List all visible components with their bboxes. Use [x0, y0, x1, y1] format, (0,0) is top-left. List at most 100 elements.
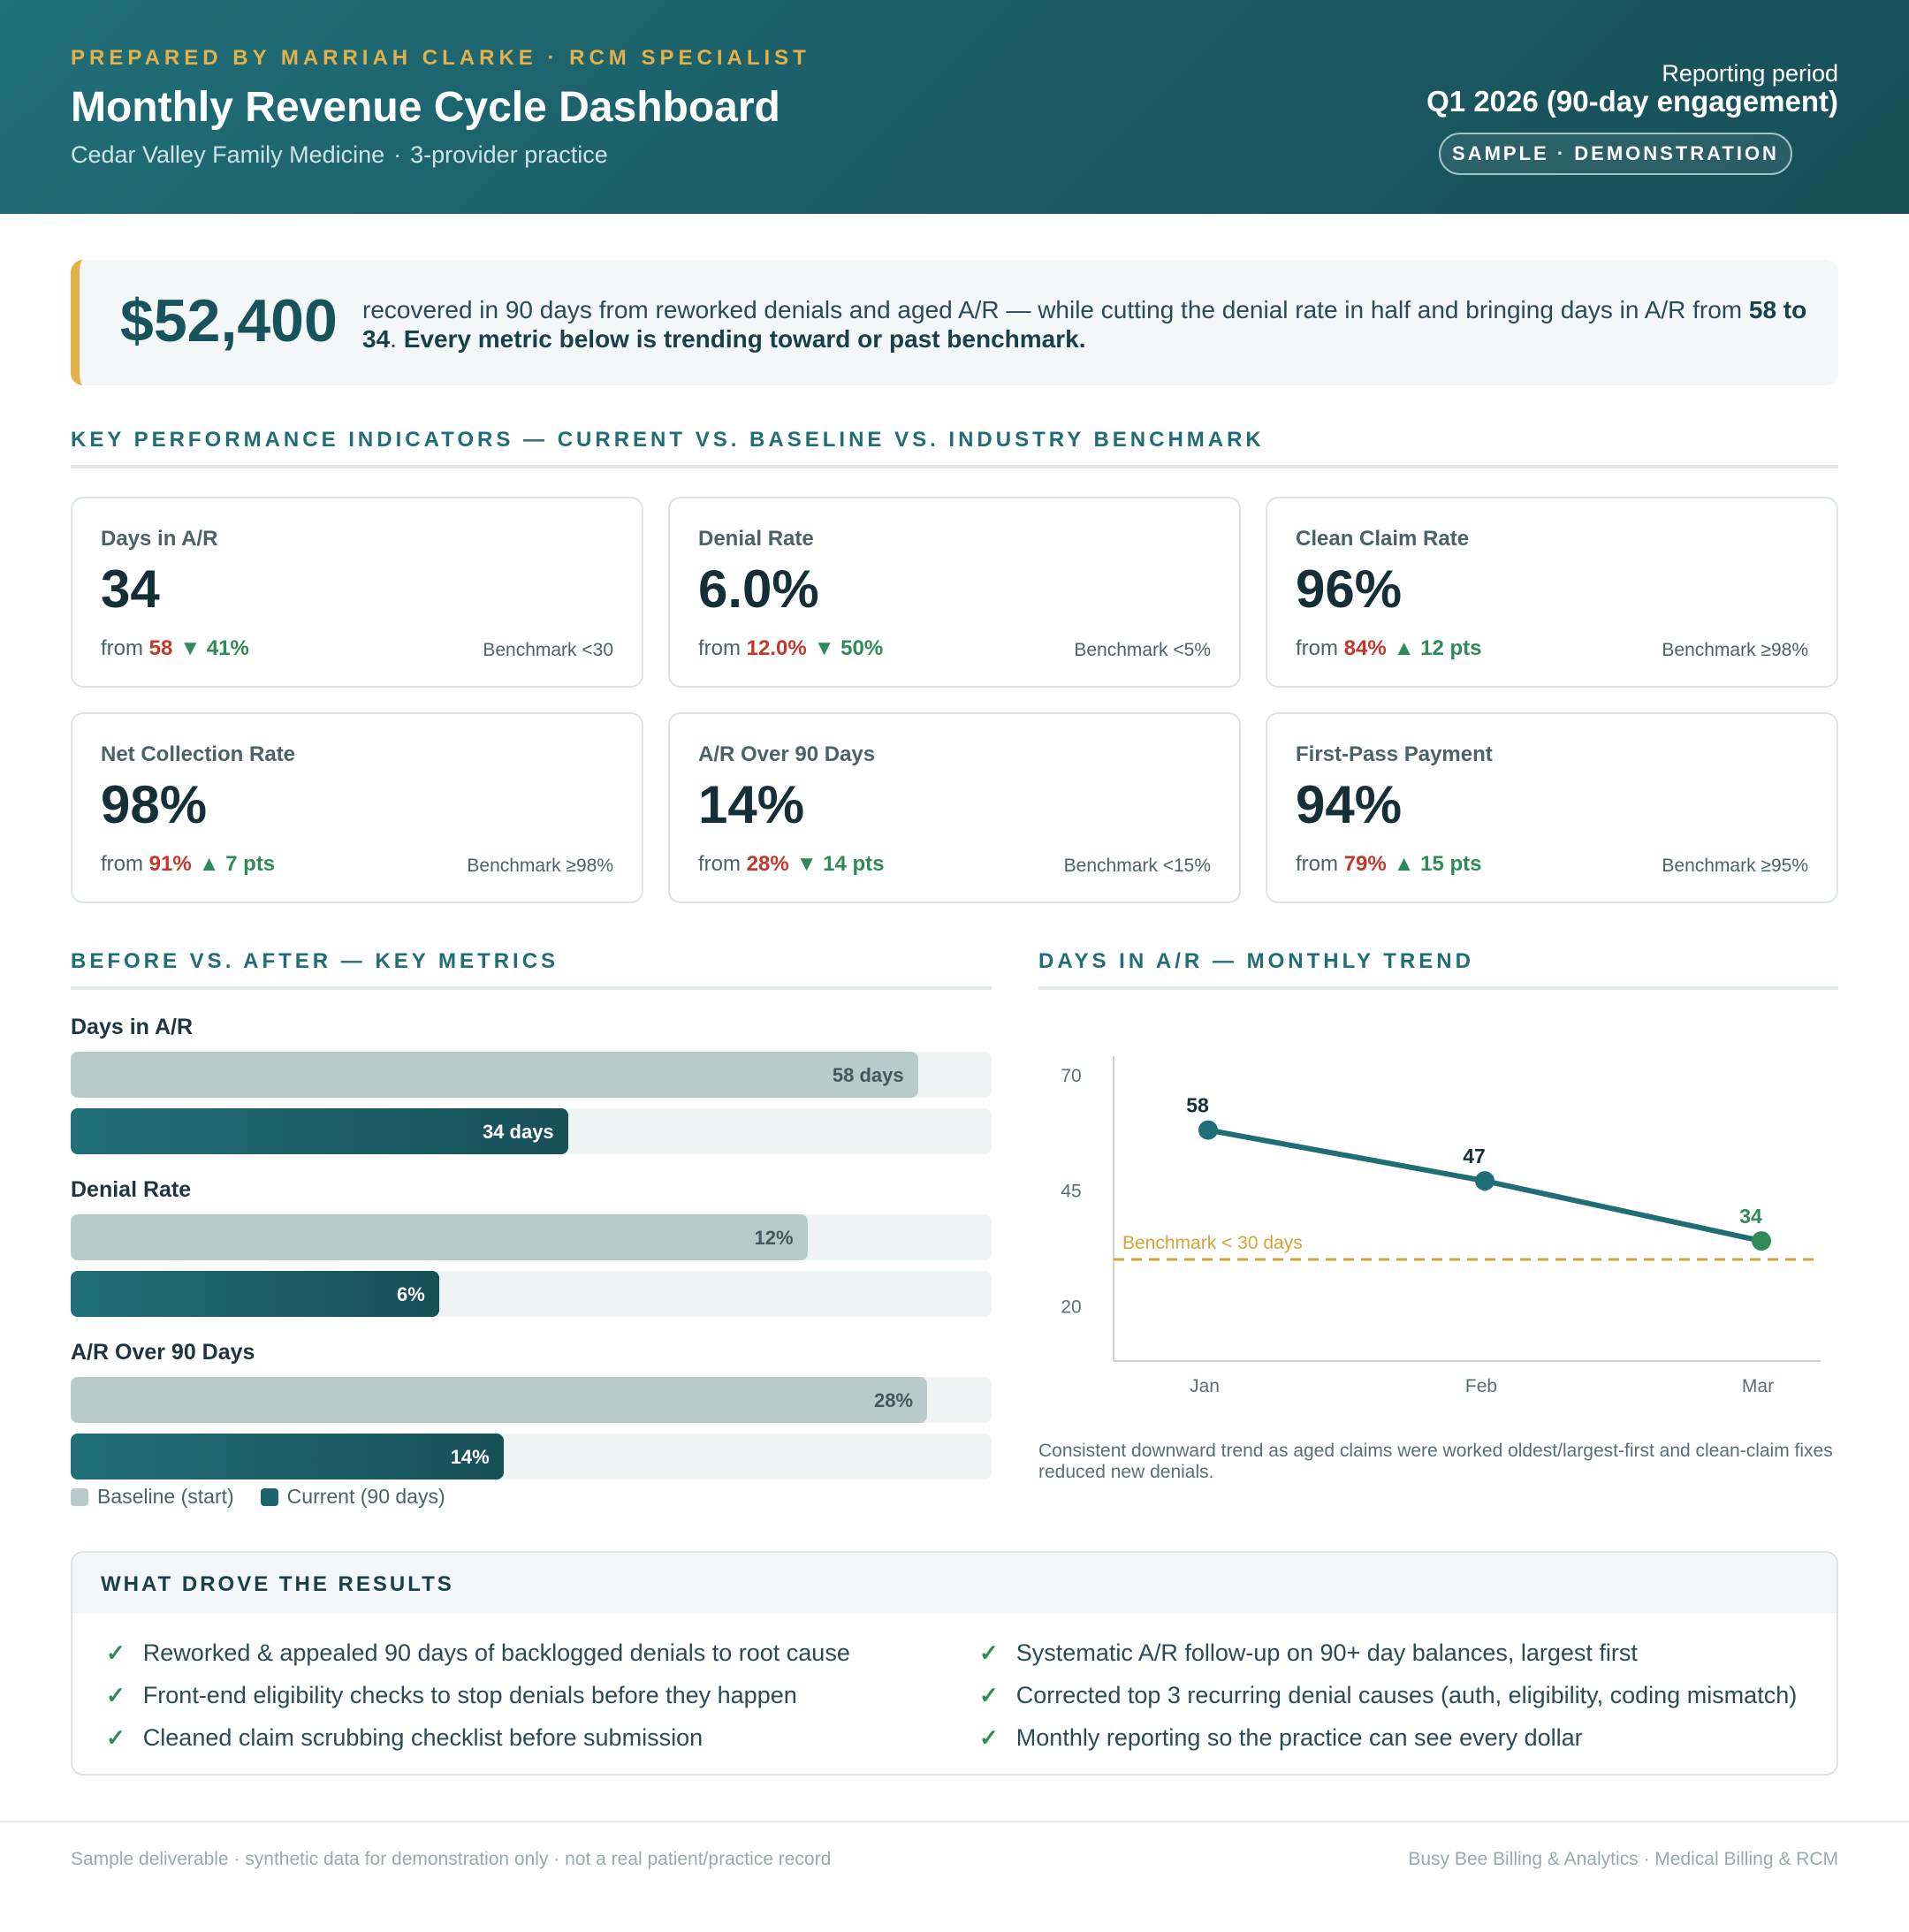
kpi-from-label: from	[1296, 852, 1338, 876]
kpi-baseline: 12.0%	[746, 636, 807, 660]
data-label: 58	[1186, 1094, 1209, 1117]
hero-from-value: 58	[1748, 296, 1777, 323]
subtitle-separator: ·	[393, 141, 402, 168]
kpi-delta: ▼ 14 pts	[795, 852, 885, 876]
kpi-value: 98%	[101, 775, 208, 834]
kpi-change: from 12.0% ▼ 50%	[698, 636, 883, 661]
legend-current: Current (90 days)	[260, 1485, 445, 1509]
driver-text: Reworked & appealed 90 days of backlogge…	[142, 1639, 850, 1666]
kpi-from-label: from	[101, 636, 143, 660]
kpi-benchmark: Benchmark ≥98%	[1662, 640, 1808, 660]
practice-name: Cedar Valley Family Medicine	[71, 141, 385, 168]
practice-subtitle: Cedar Valley Family Medicine · 3-provider …	[71, 141, 608, 169]
kpi-baseline: 91%	[148, 852, 192, 876]
driver-text: Corrected top 3 recurring denial causes …	[1015, 1682, 1798, 1708]
page-title: Monthly Revenue Cycle Dashboard	[71, 84, 780, 131]
kpi-label: Clean Claim Rate	[1296, 527, 1470, 551]
kpi-from-label: from	[1296, 636, 1338, 660]
check-icon: ✓	[979, 1682, 999, 1708]
days-in-ar-trend-chart: 70 45 20 Jan Feb Mar Benchmark < 30 days 58 47 34	[1061, 1056, 1821, 1396]
x-tick-label: Mar	[1742, 1376, 1774, 1396]
prepared-by: PREPARED BY MARRIAH CLARKE · RCM SPECIAL…	[71, 46, 810, 70]
footer-brand: Busy Bee Billing & Analytics · Medical B…	[1408, 1849, 1838, 1869]
bar-baseline: 12%	[71, 1214, 808, 1260]
kpi-benchmark: Benchmark <30	[483, 640, 613, 660]
data-point	[1752, 1231, 1771, 1251]
kpi-baseline: 58	[148, 636, 173, 660]
driver-item: ✓ Monthly reporting so the practice can s…	[979, 1724, 1583, 1752]
driver-text: Front-end eligibility checks to stop den…	[142, 1682, 797, 1708]
kpi-value: 34	[101, 559, 160, 619]
reporting-period-value: Q1 2026 (90-day engagement)	[1426, 85, 1838, 118]
kpi-change: from 58 ▼ 41%	[101, 636, 249, 661]
kpi-benchmark: Benchmark ≥95%	[1662, 856, 1808, 876]
legend-swatch-current	[260, 1487, 278, 1506]
reporting-period-label: Reporting period	[1662, 60, 1838, 87]
data-point	[1198, 1120, 1218, 1140]
kpi-label: Net Collection Rate	[101, 742, 296, 766]
y-tick-label: 45	[1061, 1182, 1081, 1202]
bar-baseline-value: 58 days	[832, 1064, 904, 1086]
bar-current: 34 days	[71, 1108, 568, 1154]
hero-text-to: to	[1776, 296, 1807, 323]
check-icon: ✓	[979, 1724, 999, 1751]
drivers-panel: WHAT DROVE THE RESULTS ✓ Reworked & appea…	[71, 1551, 1838, 1776]
recovered-amount: $52,400	[120, 287, 338, 354]
hero-text-part: .	[390, 325, 404, 353]
kpi-change: from 79% ▲ 15 pts	[1296, 852, 1482, 877]
data-point	[1475, 1171, 1494, 1191]
hero-text: recovered in 90 days from reworked denia…	[362, 295, 1821, 354]
bar-group-label: A/R Over 90 Days	[71, 1340, 255, 1365]
bar-current: 14%	[71, 1434, 504, 1479]
legend-current-label: Current (90 days)	[286, 1485, 445, 1508]
kpi-benchmark: Benchmark <15%	[1063, 856, 1211, 876]
legend-baseline-label: Baseline (start)	[97, 1485, 234, 1508]
bar-current: 6%	[71, 1271, 439, 1317]
kpi-baseline: 79%	[1343, 852, 1387, 876]
kpi-delta: ▼ 41%	[179, 636, 249, 660]
bar-current-value: 34 days	[482, 1121, 554, 1143]
driver-item: ✓ Reworked & appealed 90 days of backlogg…	[106, 1639, 850, 1667]
kpi-card: First-Pass Payment 94% from 79% ▲ 15 pts Ben…	[1266, 712, 1838, 903]
data-label: 47	[1463, 1145, 1486, 1168]
kpi-card: Denial Rate 6.0% from 12.0% ▼ 50% Benchmark …	[668, 497, 1241, 688]
kpi-baseline: 28%	[746, 852, 789, 876]
kpi-label: A/R Over 90 Days	[698, 742, 876, 766]
legend-baseline: Baseline (start)	[71, 1485, 234, 1509]
check-icon: ✓	[106, 1682, 125, 1708]
bar-track-baseline: 12%	[71, 1214, 992, 1260]
hero-text-part: recovered in 90 days from reworked denia…	[362, 296, 1749, 323]
x-tick-label: Jan	[1190, 1376, 1220, 1396]
kpi-label: First-Pass Payment	[1296, 742, 1493, 766]
kpi-delta: ▲ 12 pts	[1393, 636, 1482, 660]
bar-baseline: 58 days	[71, 1052, 918, 1098]
hero-to-value: 34	[362, 325, 391, 353]
kpi-value: 94%	[1296, 775, 1403, 834]
bar-track-baseline: 58 days	[71, 1052, 992, 1098]
bar-current-value: 14%	[450, 1446, 490, 1468]
sample-badge: SAMPLE · DEMONSTRATION	[1439, 133, 1792, 175]
bar-current-value: 6%	[397, 1283, 425, 1305]
bar-group-label: Denial Rate	[71, 1177, 192, 1202]
bars-legend: Baseline (start) Current (90 days)	[71, 1485, 472, 1509]
practice-size: 3-provider practice	[410, 141, 608, 168]
y-tick-label: 70	[1061, 1066, 1081, 1086]
y-tick-label: 20	[1061, 1297, 1081, 1317]
bar-baseline-value: 12%	[754, 1227, 794, 1249]
trend-caption: Consistent downward trend as aged claims…	[1038, 1441, 1833, 1482]
check-icon: ✓	[106, 1724, 125, 1751]
footer-disclaimer: Sample deliverable · synthetic data for …	[71, 1849, 832, 1869]
bar-track-current: 14%	[71, 1434, 992, 1479]
kpi-from-label: from	[101, 852, 143, 876]
driver-item: ✓ Front-end eligibility checks to stop de…	[106, 1682, 797, 1709]
trend-heading: DAYS IN A/R — MONTHLY TREND	[1038, 949, 1838, 990]
driver-item: ✓ Corrected top 3 recurring denial causes…	[979, 1682, 1797, 1709]
driver-item: ✓ Cleaned claim scrubbing checklist befor…	[106, 1724, 703, 1752]
drivers-header: WHAT DROVE THE RESULTS	[72, 1553, 1837, 1613]
drivers-title: WHAT DROVE THE RESULTS	[101, 1572, 454, 1596]
kpi-delta: ▲ 15 pts	[1393, 852, 1482, 876]
kpi-section-heading: KEY PERFORMANCE INDICATORS — CURRENT VS.…	[71, 428, 1838, 468]
kpi-value: 96%	[1296, 559, 1403, 619]
bar-track-baseline: 28%	[71, 1377, 992, 1423]
kpi-delta: ▲ 7 pts	[198, 852, 276, 876]
